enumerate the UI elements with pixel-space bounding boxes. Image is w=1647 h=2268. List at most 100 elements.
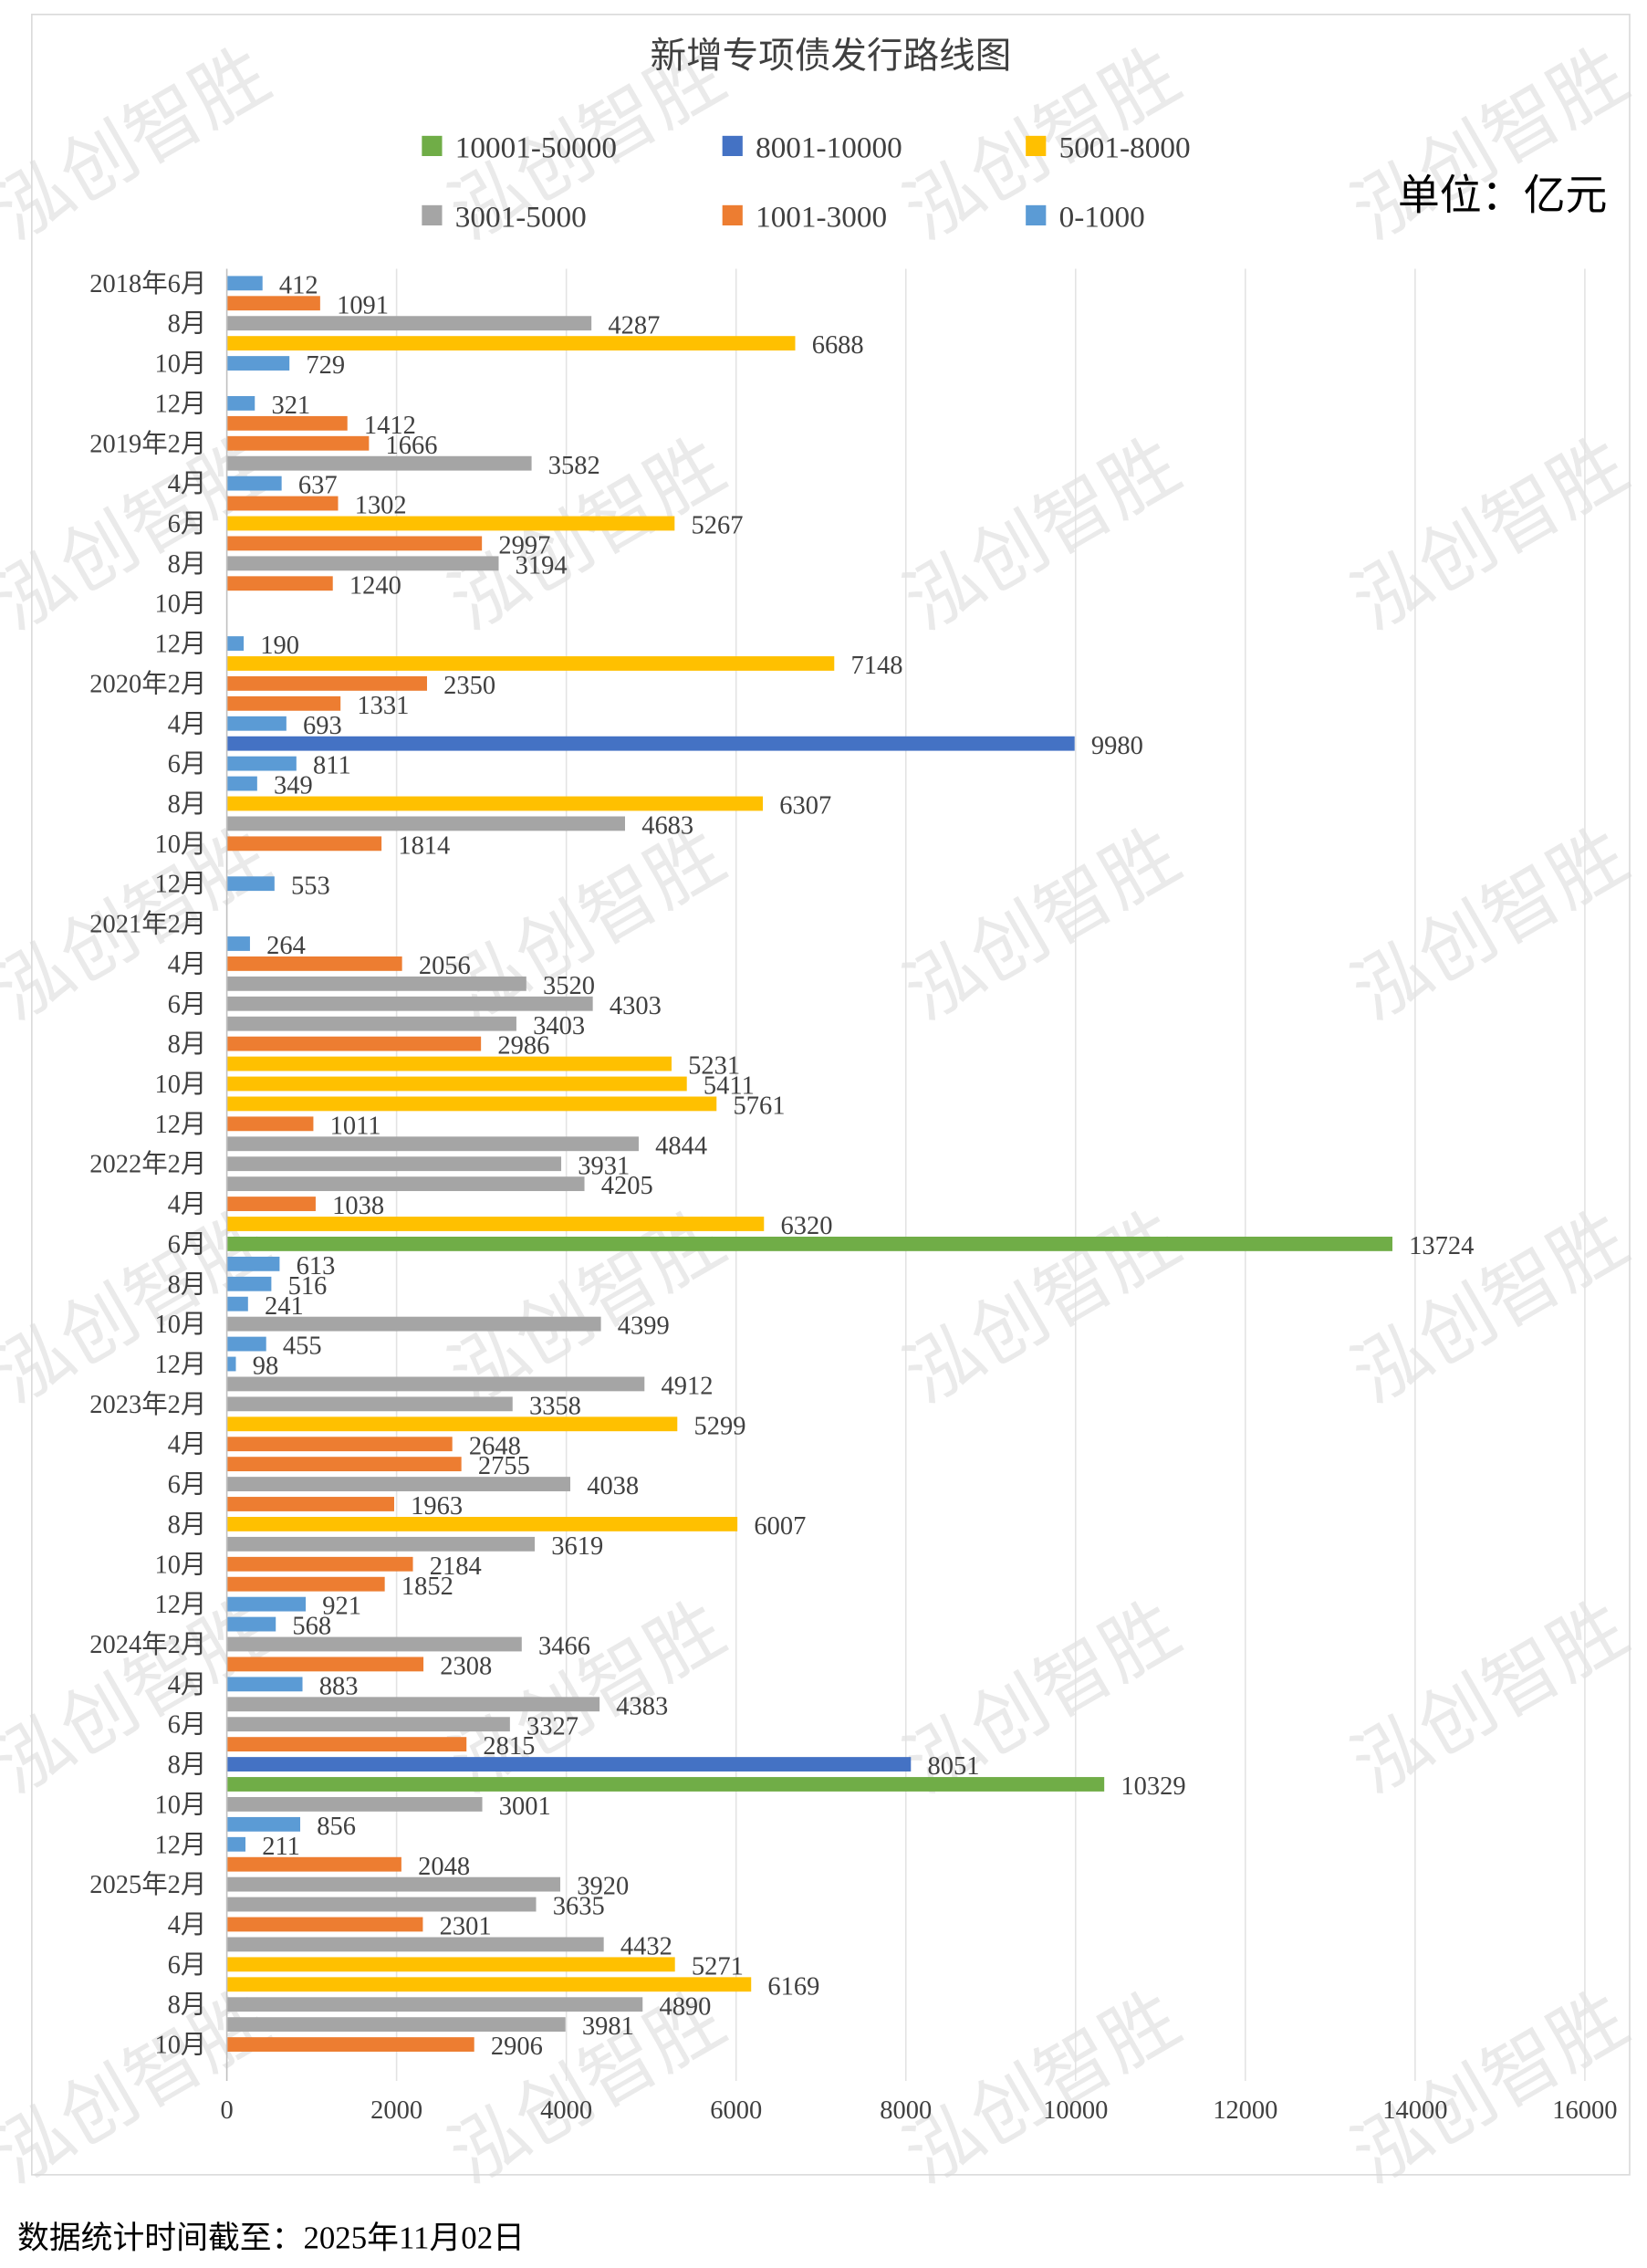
x-axis: 0 2000 4000 6000 8000 10000 12000 14000 16000 — [220, 2096, 1617, 2125]
bar — [227, 2017, 566, 2033]
data-label: 455 — [283, 1333, 322, 1361]
bar — [227, 1536, 536, 1552]
data-label: 4432 — [620, 1933, 672, 1961]
bar — [227, 1917, 423, 1932]
bar — [227, 1616, 276, 1632]
bar — [227, 296, 320, 311]
bar — [227, 1576, 385, 1592]
y-tick-label: 2018年6月 — [89, 269, 206, 298]
data-label: 8051 — [927, 1752, 979, 1781]
data-label: 1302 — [355, 492, 407, 520]
bar — [227, 1336, 266, 1352]
bar — [227, 516, 675, 531]
y-tick-label: 2023年2月 — [89, 1390, 206, 1419]
bar — [227, 1217, 765, 1231]
y-tick-label: 4月 — [168, 1191, 207, 1219]
bar — [227, 395, 255, 411]
bar — [227, 1256, 280, 1271]
y-tick-label: 12月 — [154, 1591, 206, 1619]
bar — [227, 1156, 562, 1172]
data-label: 321 — [271, 392, 310, 420]
y-tick-label: 2025年2月 — [89, 1870, 206, 1899]
data-label: 2048 — [418, 1853, 470, 1881]
bar — [227, 1596, 307, 1612]
y-tick-label: 6月 — [168, 750, 207, 779]
y-tick-label: 4月 — [168, 1911, 207, 1939]
legend-label: 8001-10000 — [756, 131, 902, 165]
y-axis: 2018年6月 8月 10月 12月 2019年2月 4月 6月 8月 10月 12月 2020年2… — [89, 269, 206, 2060]
bar — [227, 1236, 1392, 1251]
bar — [227, 1556, 413, 1572]
bar — [227, 476, 282, 491]
data-label: 3327 — [526, 1712, 579, 1740]
y-tick-label: 8月 — [168, 790, 207, 819]
data-label: 241 — [265, 1292, 304, 1321]
data-label: 6169 — [767, 1972, 819, 2001]
data-label: 1412 — [364, 412, 416, 440]
bar — [227, 1897, 537, 1912]
footer-note: 数据统计时间截至：2025年11月02日 — [17, 2221, 525, 2256]
y-tick-label: 12月 — [154, 1111, 206, 1139]
bar — [227, 656, 835, 671]
data-label: 729 — [306, 351, 345, 380]
bar — [227, 636, 245, 651]
bar — [227, 1036, 482, 1051]
data-label: 349 — [274, 772, 313, 800]
bar — [227, 1717, 510, 1732]
bar — [227, 756, 297, 771]
data-label: 3931 — [578, 1152, 630, 1180]
data-label: 811 — [313, 752, 351, 780]
data-label: 2184 — [430, 1552, 482, 1581]
data-label: 3194 — [516, 551, 568, 580]
bar — [227, 536, 483, 551]
legend-label: 5001-8000 — [1059, 131, 1191, 165]
bar — [227, 336, 796, 351]
bar — [227, 876, 275, 892]
data-label: 3981 — [582, 2012, 634, 2041]
bar — [227, 1516, 738, 1531]
data-label: 2986 — [497, 1032, 549, 1061]
bar — [227, 956, 402, 971]
bar — [227, 1276, 272, 1291]
bar — [227, 1797, 483, 1812]
data-label: 4303 — [610, 992, 662, 1020]
data-label: 13724 — [1409, 1232, 1474, 1260]
data-label: 1331 — [357, 692, 409, 720]
x-tick-label: 8000 — [880, 2096, 932, 2125]
data-label: 1852 — [401, 1573, 453, 1601]
bar — [227, 1416, 678, 1432]
bar — [227, 1657, 424, 1672]
bar — [227, 356, 290, 371]
data-label: 693 — [303, 712, 342, 740]
legend-swatch — [422, 135, 443, 156]
data-label: 5267 — [692, 512, 744, 540]
bar — [227, 1457, 462, 1472]
y-tick-label: 8月 — [168, 1270, 207, 1299]
y-tick-label: 6月 — [168, 990, 207, 1019]
data-label: 4912 — [662, 1372, 714, 1400]
bar — [227, 1957, 675, 1972]
data-label: 4383 — [616, 1692, 668, 1720]
data-label: 856 — [317, 1813, 356, 1841]
data-label: 4287 — [608, 311, 660, 340]
data-label: 883 — [319, 1672, 359, 1700]
data-label: 568 — [292, 1613, 331, 1641]
bar — [227, 776, 257, 791]
bar — [227, 1777, 1105, 1792]
legend: 10001-50000 8001-10000 5001-8000 3001-5000 1… — [422, 131, 1191, 235]
y-tick-label: 6月 — [168, 1471, 207, 1500]
bar — [227, 716, 287, 731]
data-label: 9980 — [1091, 732, 1143, 760]
bar — [227, 1096, 717, 1112]
y-tick-label: 4月 — [168, 710, 207, 738]
legend-swatch — [1026, 135, 1047, 156]
bar — [227, 1376, 645, 1392]
bar — [227, 415, 348, 431]
bar — [227, 2037, 474, 2052]
data-label: 2301 — [440, 1913, 492, 1941]
data-label: 1240 — [349, 571, 401, 600]
chart-border — [31, 14, 1631, 2176]
bar — [227, 1977, 752, 1992]
data-label: 3635 — [553, 1893, 605, 1921]
data-label: 3920 — [577, 1873, 629, 1901]
